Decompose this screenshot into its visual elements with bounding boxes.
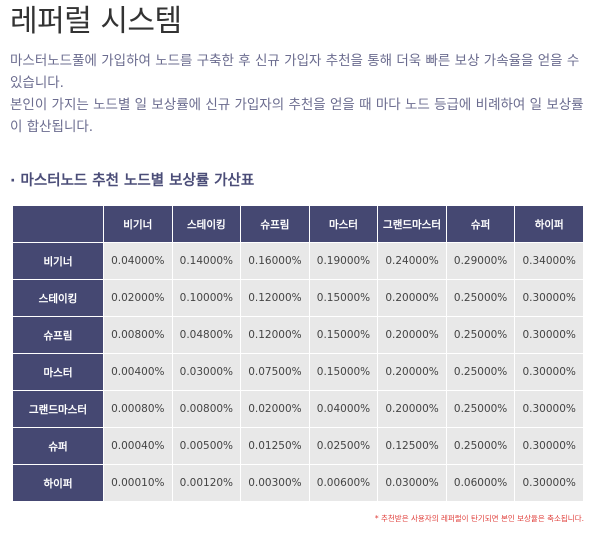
table-cell: 0.00080% <box>104 391 172 427</box>
column-header-supreme: 슈프림 <box>241 206 309 242</box>
table-cell: 0.04000% <box>309 391 378 427</box>
table-cell: 0.25000% <box>446 280 515 316</box>
table-row: 슈퍼 0.00040% 0.00500% 0.01250% 0.02500% 0… <box>13 428 583 464</box>
table-row: 마스터 0.00400% 0.03000% 0.07500% 0.15000% … <box>13 354 583 390</box>
table-cell: 0.04000% <box>104 243 172 279</box>
row-header: 하이퍼 <box>13 465 103 501</box>
table-cell: 0.00400% <box>104 354 172 390</box>
page-title: 레퍼럴 시스템 <box>10 4 182 39</box>
column-header-super: 슈퍼 <box>446 206 515 242</box>
table-cell: 0.20000% <box>378 391 446 427</box>
table-cell: 0.30000% <box>515 465 583 501</box>
table-cell: 0.20000% <box>378 354 446 390</box>
table-cell: 0.15000% <box>309 354 378 390</box>
table-cell: 0.19000% <box>309 243 378 279</box>
column-header-staking: 스테이킹 <box>172 206 241 242</box>
table-cell: 0.30000% <box>515 317 583 353</box>
table-cell: 0.02000% <box>241 391 309 427</box>
table-cell: 0.12500% <box>378 428 446 464</box>
table-row: 그랜드마스터 0.00080% 0.00800% 0.02000% 0.0400… <box>13 391 583 427</box>
table-cell: 0.00600% <box>309 465 378 501</box>
reward-rate-table: 비기너 스테이킹 슈프림 마스터 그랜드마스터 슈퍼 하이퍼 비기너 0.040… <box>12 205 584 502</box>
row-header: 마스터 <box>13 354 103 390</box>
column-header-master: 마스터 <box>309 206 378 242</box>
table-row: 슈프림 0.00800% 0.04800% 0.12000% 0.15000% … <box>13 317 583 353</box>
table-cell: 0.02000% <box>104 280 172 316</box>
table-cell: 0.20000% <box>378 280 446 316</box>
table-cell: 0.06000% <box>446 465 515 501</box>
row-header: 슈프림 <box>13 317 103 353</box>
row-header: 비기너 <box>13 243 103 279</box>
table-cell: 0.15000% <box>309 280 378 316</box>
table-cell: 0.25000% <box>446 428 515 464</box>
table-cell: 0.03000% <box>378 465 446 501</box>
description-paragraph-1: 마스터노드풀에 가입하여 노드를 구축한 후 신규 가입자 추천을 통해 더욱 … <box>10 53 580 91</box>
table-cell: 0.34000% <box>515 243 583 279</box>
table-cell: 0.25000% <box>446 317 515 353</box>
table-cell: 0.14000% <box>172 243 241 279</box>
table-cell: 0.25000% <box>446 354 515 390</box>
table-cell: 0.20000% <box>378 317 446 353</box>
table-cell: 0.00300% <box>241 465 309 501</box>
page-description: 마스터노드풀에 가입하여 노드를 구축한 후 신규 가입자 추천을 통해 더욱 … <box>10 50 592 138</box>
table-cell: 0.00800% <box>172 391 241 427</box>
table-cell: 0.00500% <box>172 428 241 464</box>
table-cell: 0.01250% <box>241 428 309 464</box>
corner-cell <box>13 206 103 242</box>
table-cell: 0.29000% <box>446 243 515 279</box>
column-header-hyper: 하이퍼 <box>515 206 583 242</box>
table-cell: 0.04800% <box>172 317 241 353</box>
table-cell: 0.12000% <box>241 280 309 316</box>
table-cell: 0.12000% <box>241 317 309 353</box>
table-row: 스테이킹 0.02000% 0.10000% 0.12000% 0.15000%… <box>13 280 583 316</box>
table-cell: 0.03000% <box>172 354 241 390</box>
table-cell: 0.24000% <box>378 243 446 279</box>
table-cell: 0.00010% <box>104 465 172 501</box>
section-title: · 마스터노드 추천 노드별 보상률 가산표 <box>10 173 255 189</box>
table-cell: 0.30000% <box>515 354 583 390</box>
row-header: 스테이킹 <box>13 280 103 316</box>
table-cell: 0.02500% <box>309 428 378 464</box>
table-cell: 0.10000% <box>172 280 241 316</box>
table-cell: 0.00040% <box>104 428 172 464</box>
table-header: 비기너 스테이킹 슈프림 마스터 그랜드마스터 슈퍼 하이퍼 <box>13 206 583 242</box>
table-row: 하이퍼 0.00010% 0.00120% 0.00300% 0.00600% … <box>13 465 583 501</box>
row-header: 그랜드마스터 <box>13 391 103 427</box>
table-body: 비기너 0.04000% 0.14000% 0.16000% 0.19000% … <box>13 243 583 501</box>
footnote-text: * 추천받은 사용자의 레퍼럴이 탄기되면 본인 보상율은 축소됩니다. <box>374 514 584 523</box>
table-cell: 0.07500% <box>241 354 309 390</box>
column-header-beginner: 비기너 <box>104 206 172 242</box>
description-paragraph-2: 본인이 가지는 노드별 일 보상률에 신규 가입자의 추천을 얻을 때 마다 노… <box>10 97 584 135</box>
table-cell: 0.30000% <box>515 428 583 464</box>
table-cell: 0.00120% <box>172 465 241 501</box>
column-header-grandmaster: 그랜드마스터 <box>378 206 446 242</box>
table-cell: 0.16000% <box>241 243 309 279</box>
table-cell: 0.30000% <box>515 280 583 316</box>
table-row: 비기너 0.04000% 0.14000% 0.16000% 0.19000% … <box>13 243 583 279</box>
table-cell: 0.15000% <box>309 317 378 353</box>
header-row: 비기너 스테이킹 슈프림 마스터 그랜드마스터 슈퍼 하이퍼 <box>13 206 583 242</box>
row-header: 슈퍼 <box>13 428 103 464</box>
table-cell: 0.00800% <box>104 317 172 353</box>
table-cell: 0.25000% <box>446 391 515 427</box>
table-cell: 0.30000% <box>515 391 583 427</box>
